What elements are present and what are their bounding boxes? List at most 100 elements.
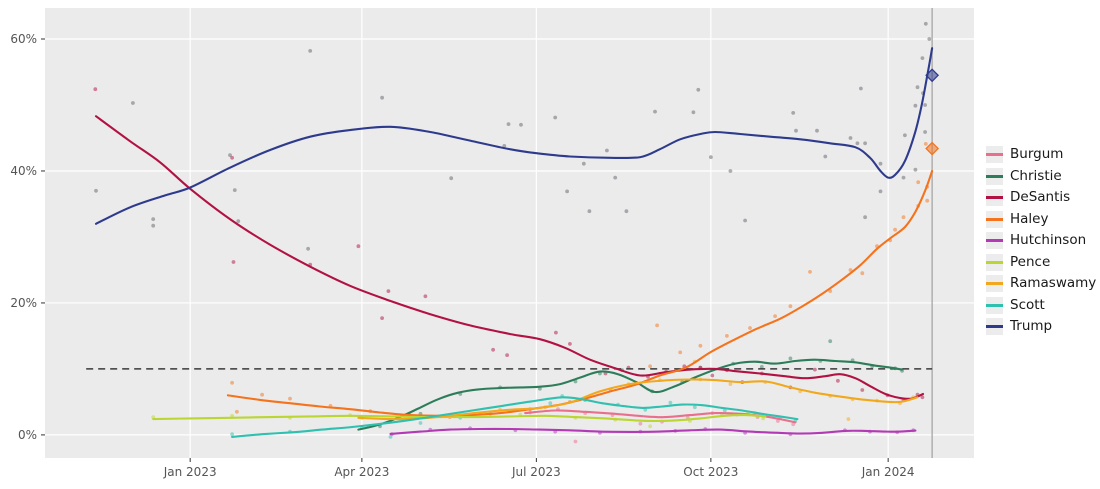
poll-point xyxy=(923,103,927,107)
poll-point xyxy=(725,334,729,338)
poll-point xyxy=(855,141,860,146)
legend-key-line xyxy=(986,282,1003,286)
legend-item-ramaswamy: Ramaswamy xyxy=(986,273,1096,295)
poll-point xyxy=(722,408,727,413)
poll-point xyxy=(423,294,428,299)
x-tick-label: Apr 2023 xyxy=(334,465,389,479)
poll-point xyxy=(848,136,853,140)
poll-point xyxy=(791,422,796,427)
poll-point xyxy=(863,141,867,146)
trend-line-haley xyxy=(226,169,934,417)
poll-point xyxy=(648,424,652,429)
result-marker-trump xyxy=(925,68,940,83)
poll-point xyxy=(860,271,865,276)
legend-key-swatch xyxy=(986,189,1003,207)
trend-line-burgum xyxy=(524,409,797,424)
legend-item-burgum: Burgum xyxy=(986,144,1096,166)
poll-point xyxy=(920,56,925,60)
legend-item-scott: Scott xyxy=(986,295,1096,317)
legend-label: Christie xyxy=(1010,167,1062,184)
poll-point xyxy=(728,382,733,386)
y-tick-label: 20% xyxy=(10,296,37,310)
poll-point xyxy=(581,161,586,166)
legend-label: DeSantis xyxy=(1010,189,1071,205)
poll-point xyxy=(728,169,733,173)
poll-point xyxy=(901,175,906,180)
poll-point xyxy=(491,347,495,352)
legend-key-line xyxy=(986,303,1003,307)
poll-point xyxy=(236,219,241,224)
poll-point xyxy=(808,270,812,274)
poll-point xyxy=(859,86,863,91)
poll-point xyxy=(308,49,313,53)
trend-line-ramaswamy xyxy=(357,378,919,421)
axes: Jan 2023 Apr 2023 Jul 2023 Oct 2023 Jan 2024… xyxy=(10,32,914,479)
poll-point xyxy=(698,343,703,348)
poll-point xyxy=(788,356,793,361)
legend-label: Haley xyxy=(1010,210,1049,227)
legend: Burgum Christie DeSantis Haley Hutchinson Pen… xyxy=(986,144,1096,338)
poll-point xyxy=(925,198,930,203)
y-tick-label: 60% xyxy=(10,32,37,46)
poll-point xyxy=(927,37,932,41)
poll-point xyxy=(901,215,906,220)
poll-point xyxy=(923,130,927,134)
poll-point xyxy=(624,209,629,214)
legend-label: Burgum xyxy=(1010,146,1064,162)
legend-key-swatch xyxy=(986,167,1003,185)
plot-panel xyxy=(45,8,974,458)
poll-point xyxy=(548,401,553,406)
poll-point xyxy=(230,432,235,437)
legend-key-swatch xyxy=(986,318,1003,336)
poll-point xyxy=(913,167,918,172)
legend-key-swatch xyxy=(986,253,1003,271)
legend-item-trump: Trump xyxy=(986,316,1096,338)
poll-point xyxy=(791,111,796,115)
poll-point xyxy=(692,405,697,410)
poll-point xyxy=(288,396,292,401)
poll-point xyxy=(916,180,921,185)
poll-point xyxy=(823,154,828,159)
y-tick-label: 40% xyxy=(10,164,37,178)
poll-point xyxy=(773,314,777,318)
poll-point xyxy=(418,421,423,425)
trend-line-desantis xyxy=(94,115,925,400)
poll-point xyxy=(605,148,609,153)
legend-key-swatch xyxy=(986,275,1003,293)
poll-point xyxy=(848,268,853,272)
poll-point xyxy=(613,175,618,180)
poll-point xyxy=(638,421,643,426)
poll-point xyxy=(131,101,135,105)
poll-point xyxy=(93,87,98,92)
poll-point xyxy=(759,365,764,369)
legend-key-swatch xyxy=(986,232,1003,250)
poll-point xyxy=(230,380,235,385)
poll-point xyxy=(678,350,683,355)
poll-point xyxy=(878,161,883,166)
poll-point xyxy=(846,417,851,421)
result-marker-haley xyxy=(925,141,940,156)
legend-key-swatch xyxy=(986,296,1003,314)
poll-point xyxy=(696,87,701,92)
poll-point xyxy=(878,189,883,194)
poll-point xyxy=(306,246,310,251)
x-tick-label: Jan 2024 xyxy=(861,465,915,479)
poll-point xyxy=(860,388,865,392)
legend-item-pence: Pence xyxy=(986,252,1096,274)
poll-point xyxy=(923,21,928,26)
legend-key-line xyxy=(986,153,1003,157)
legend-key-line xyxy=(986,217,1003,221)
trend-line-pence xyxy=(152,414,767,423)
legend-key-line xyxy=(986,239,1003,243)
trend-line-hutchinson xyxy=(389,427,917,435)
poll-point xyxy=(913,103,918,108)
poll-point xyxy=(151,217,156,222)
x-tick-label: Jan 2023 xyxy=(163,465,217,479)
legend-key-line xyxy=(986,325,1003,329)
poll-point xyxy=(828,339,833,344)
legend-item-hutchinson: Hutchinson xyxy=(986,230,1096,252)
legend-label: Trump xyxy=(1010,318,1053,334)
poll-point xyxy=(587,209,592,214)
poll-point xyxy=(151,223,156,228)
